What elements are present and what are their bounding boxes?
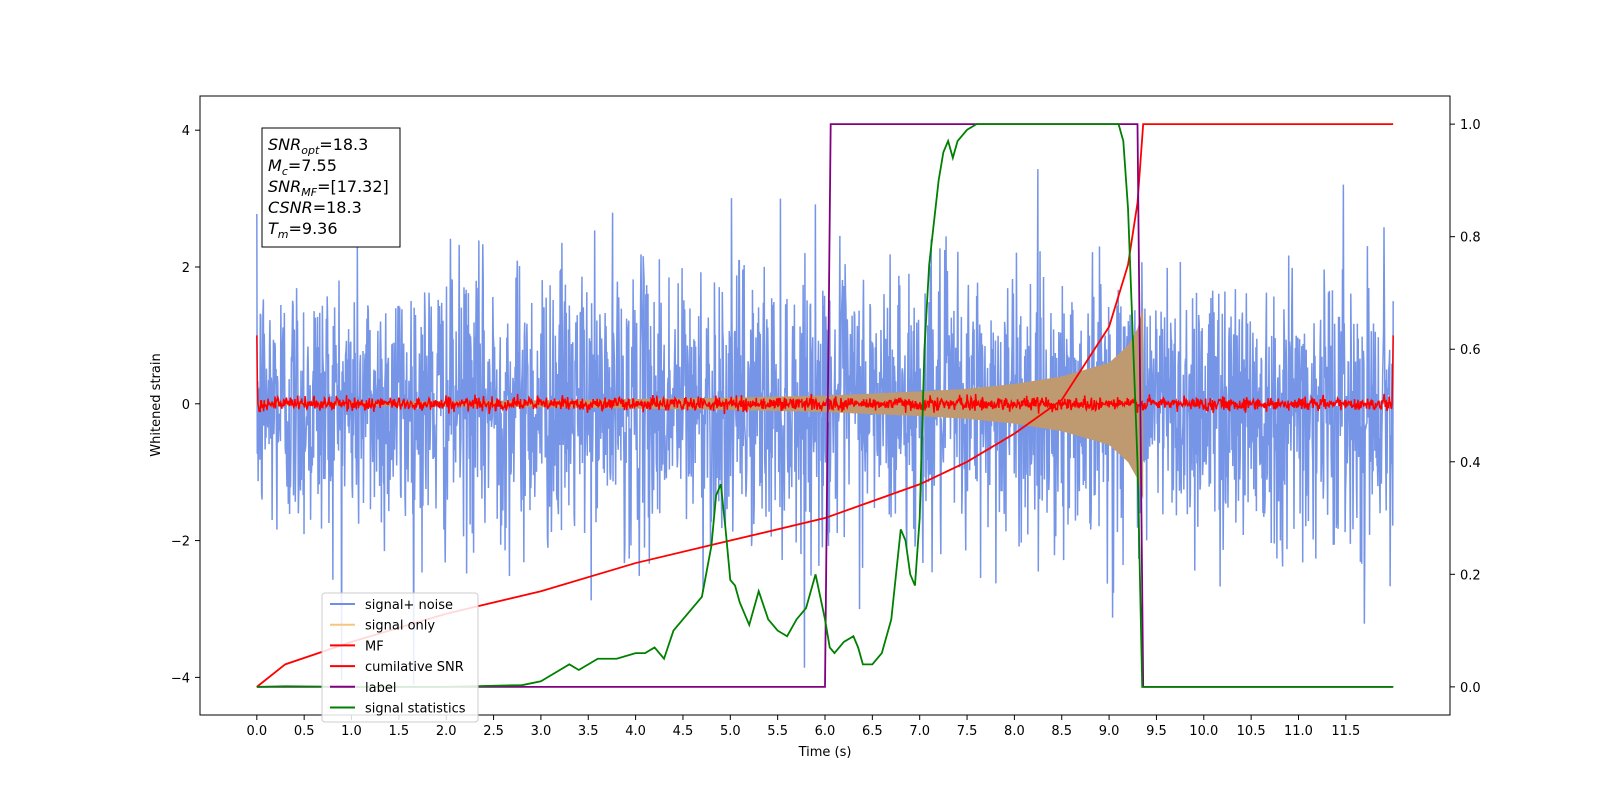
legend-label: signal statistics [365,702,466,717]
legend-label: signal only [365,619,435,634]
y2-tick-label: 0.6 [1460,343,1481,358]
y-axis-ticks: −4 −2 0 2 4 [171,124,200,686]
annotation-frame [261,127,401,248]
x-tick-label: 2.5 [483,724,504,739]
x-tick-label: 4.5 [673,724,694,739]
x-tick-label: 10.0 [1189,724,1218,739]
x-tick-label: 9.0 [1099,724,1120,739]
x-tick-label: 6.5 [862,724,883,739]
x-tick-label: 0.5 [294,724,315,739]
legend-label: label [365,681,396,696]
y2-tick-label: 0.8 [1460,231,1481,246]
y2-tick-label: 0.2 [1460,568,1481,583]
y-tick-label: 2 [182,261,190,276]
x-tick-label: 11.0 [1284,724,1313,739]
y-tick-label: 4 [182,124,190,139]
series-signal-statistics-line [256,123,1394,688]
y2-tick-label: 0.4 [1460,456,1481,471]
annotation-line: Mc=7.55 [268,156,337,178]
x-tick-label: 2.0 [436,724,457,739]
x-tick-label: 4.0 [625,724,646,739]
x-axis-label: Time (s) [798,745,852,760]
x-tick-label: 7.0 [909,724,930,739]
legend-label: cumilative SNR [365,660,464,675]
x-tick-label: 5.0 [720,724,741,739]
annotation-line: CSNR=18.3 [268,198,362,217]
annotation-line: Tm=9.36 [268,219,338,241]
x-axis-ticks: 0.0 0.5 1.0 1.5 2.0 2.5 3.0 3.5 4.0 4.5 5.0 5.5 6.0 6… [246,715,1360,739]
series-signal-noise-line [256,169,1394,685]
legend: signal+ noise signal only MF cumilative SNR… [321,592,479,723]
series-mf-line [256,335,1394,415]
x-tick-label: 0.0 [246,724,267,739]
x-tick-label: 8.5 [1051,724,1072,739]
x-tick-label: 7.5 [957,724,978,739]
annotation-line: SNRMF=[17.32] [268,177,389,199]
x-tick-label: 10.5 [1237,724,1266,739]
metrics-annotation-box: SNRopt=18.3Mc=7.55SNRMF=[17.32]CSNR=18.3… [261,127,401,248]
annotation-line: SNRopt=18.3 [268,135,368,157]
x-tick-label: 1.0 [341,724,362,739]
legend-label: MF [365,639,384,654]
y2-tick-label: 1.0 [1460,118,1481,133]
x-tick-label: 8.0 [1004,724,1025,739]
x-tick-label: 3.5 [578,724,599,739]
y-axis-label: Whitened strain [149,353,164,456]
legend-label: signal+ noise [365,598,453,613]
y-tick-label: −4 [171,671,190,686]
x-tick-label: 1.5 [389,724,410,739]
y2-axis-ticks: 0.0 0.2 0.4 0.6 0.8 1.0 [1450,118,1481,696]
x-tick-label: 9.5 [1146,724,1167,739]
y-tick-label: 0 [182,398,190,413]
legend-frame [321,592,479,723]
y-tick-label: −2 [171,535,190,550]
x-tick-label: 6.0 [815,724,836,739]
x-tick-label: 11.5 [1331,724,1360,739]
x-tick-label: 5.5 [767,724,788,739]
y2-tick-label: 0.0 [1460,681,1481,696]
x-tick-label: 3.0 [531,724,552,739]
